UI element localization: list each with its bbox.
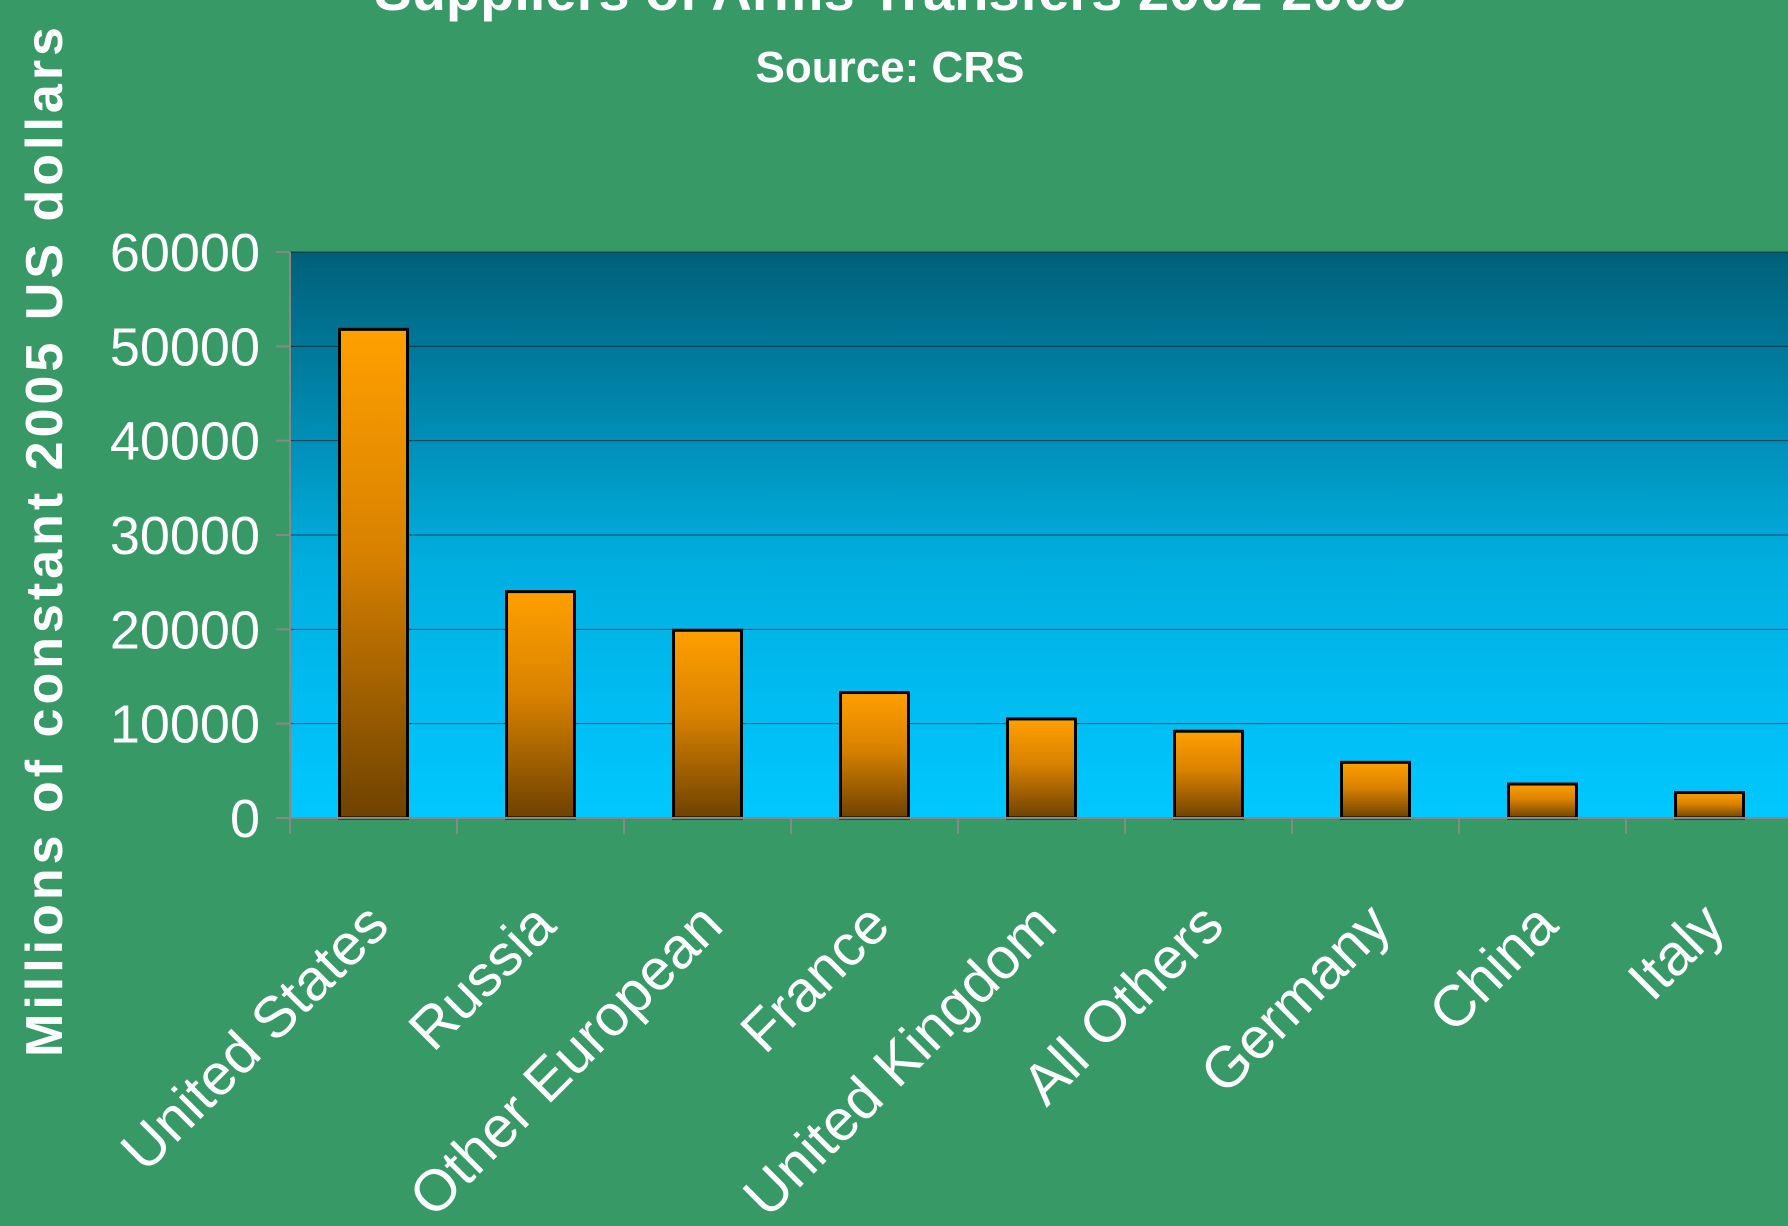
bar-china: [1507, 782, 1578, 820]
bar-all-others: [1173, 729, 1244, 820]
x-tick-label: United Kingdom: [731, 891, 1069, 1226]
x-tick-label: China: [1417, 891, 1571, 1045]
y-tick-label: 60000: [110, 223, 260, 283]
y-tick-label: 30000: [110, 506, 260, 566]
x-tick-label: Other European: [397, 891, 735, 1226]
bar-united-states: [338, 327, 409, 820]
chart-title: Suppliers of Arms Transfers 2002-2005: [374, 0, 1405, 22]
x-tick-label: Italy: [1616, 891, 1737, 1012]
y-tick-label: 40000: [110, 412, 260, 472]
y-axis-ticks: 0 10000 20000 30000 40000 50000 60000: [110, 223, 290, 849]
bar-france: [839, 691, 910, 820]
bar-united-kingdom: [1006, 717, 1077, 820]
bars: [338, 327, 1745, 820]
y-tick-label: 20000: [110, 600, 260, 660]
y-tick-label: 10000: [110, 695, 260, 755]
bar-other-european: [672, 628, 743, 820]
y-tick-label: 0: [230, 789, 260, 849]
x-tick-label: United States: [109, 891, 401, 1183]
y-axis-label: Millions of constant 2005 US dollars: [16, 23, 74, 1057]
y-tick-label: 50000: [110, 317, 260, 377]
bar-italy: [1674, 791, 1745, 820]
chart-subtitle: Source: CRS: [756, 43, 1025, 92]
bar-russia: [505, 590, 576, 820]
bar-germany: [1340, 760, 1411, 820]
